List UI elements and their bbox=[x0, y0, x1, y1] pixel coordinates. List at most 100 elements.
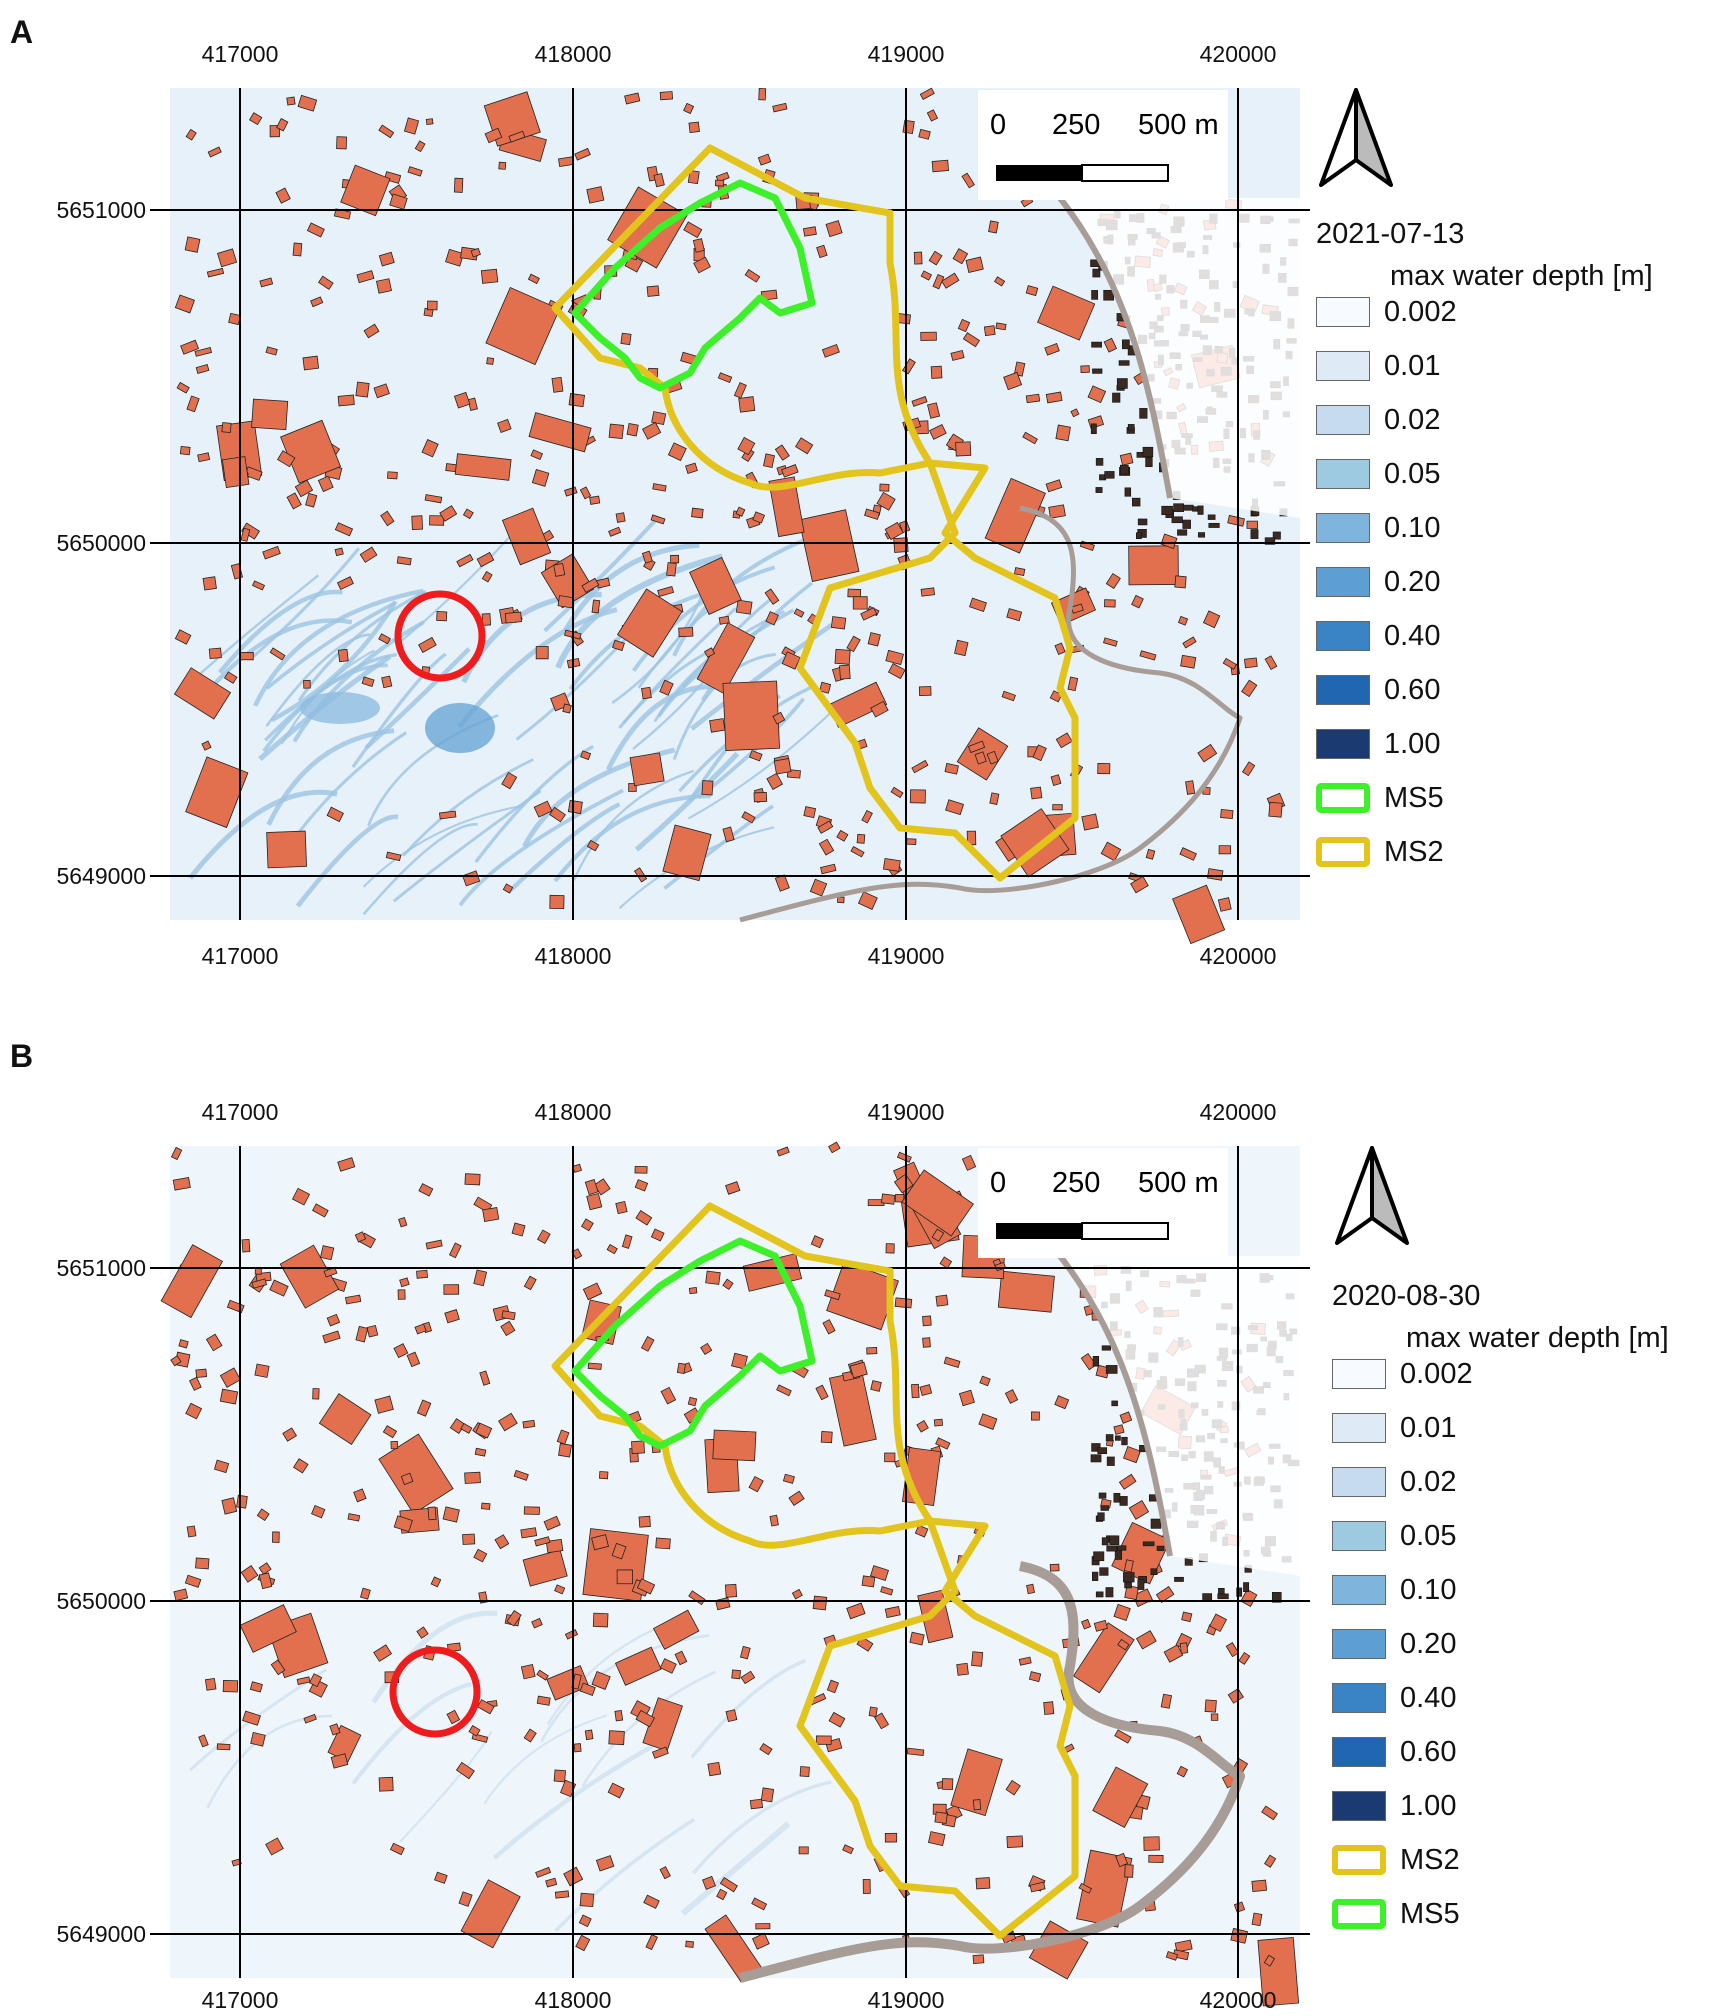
building bbox=[334, 522, 354, 537]
building bbox=[828, 1711, 846, 1728]
building bbox=[360, 1587, 371, 1600]
flow-streak bbox=[295, 814, 399, 908]
building bbox=[275, 187, 291, 204]
highlight-circle bbox=[394, 590, 486, 682]
building bbox=[337, 1157, 356, 1172]
building bbox=[221, 1497, 238, 1515]
building bbox=[425, 118, 434, 125]
legend-label: 0.05 bbox=[1400, 1519, 1457, 1552]
building bbox=[439, 505, 458, 522]
building bbox=[197, 452, 211, 463]
legend-label: 0.02 bbox=[1400, 1465, 1457, 1498]
building-dark bbox=[1106, 1456, 1115, 1466]
building-dark bbox=[1105, 1434, 1114, 1442]
building bbox=[870, 1380, 882, 1392]
building bbox=[1180, 654, 1197, 669]
building-dark bbox=[1174, 1576, 1184, 1582]
legend-class-item: 0.01 bbox=[1332, 1408, 1456, 1448]
building bbox=[523, 1506, 540, 1515]
legend-class-item: 0.60 bbox=[1316, 670, 1440, 710]
building bbox=[1251, 1879, 1267, 1893]
building bbox=[776, 1384, 792, 1397]
flow-streak bbox=[680, 1821, 791, 1916]
building bbox=[650, 1228, 665, 1242]
building bbox=[508, 130, 526, 143]
building bbox=[184, 236, 201, 253]
building bbox=[173, 1588, 189, 1602]
building bbox=[581, 1218, 594, 1232]
legend-swatch bbox=[1316, 351, 1370, 381]
building bbox=[356, 270, 375, 284]
panel-b: B 0 250 500 m 417000 417000 418000 418000 41900… bbox=[0, 1008, 1713, 2008]
building-dark bbox=[1119, 1496, 1128, 1506]
building bbox=[772, 711, 786, 725]
building bbox=[1177, 615, 1189, 626]
building bbox=[839, 664, 851, 680]
legend-swatch bbox=[1316, 513, 1370, 543]
building bbox=[579, 1682, 596, 1696]
building bbox=[1030, 1411, 1040, 1421]
scale-bar-label: 250 bbox=[1052, 109, 1100, 141]
legend-swatch bbox=[1332, 1683, 1386, 1713]
building bbox=[202, 576, 217, 591]
building bbox=[638, 1515, 651, 1528]
building bbox=[705, 1270, 721, 1285]
building bbox=[714, 179, 725, 187]
building bbox=[893, 537, 909, 553]
building bbox=[265, 346, 278, 356]
building bbox=[545, 1538, 564, 1554]
building bbox=[700, 1342, 713, 1355]
building bbox=[781, 464, 799, 478]
building bbox=[643, 1894, 660, 1909]
building bbox=[1005, 1779, 1021, 1796]
building bbox=[689, 556, 742, 615]
building bbox=[323, 1266, 338, 1278]
building bbox=[868, 1706, 878, 1718]
building bbox=[931, 159, 950, 173]
building bbox=[334, 547, 344, 557]
building bbox=[678, 627, 694, 638]
scale-bar-label: 250 bbox=[1052, 1167, 1100, 1199]
building bbox=[683, 221, 703, 239]
building bbox=[294, 479, 314, 498]
building bbox=[862, 1879, 871, 1894]
building bbox=[557, 156, 575, 168]
building bbox=[733, 382, 747, 399]
building bbox=[919, 1384, 933, 1397]
building bbox=[906, 838, 917, 845]
building bbox=[438, 810, 457, 820]
building bbox=[795, 437, 814, 455]
building bbox=[393, 1515, 413, 1533]
building bbox=[933, 1418, 944, 1427]
building bbox=[277, 450, 296, 468]
building bbox=[363, 323, 380, 339]
building bbox=[378, 1776, 394, 1792]
building bbox=[397, 1289, 406, 1300]
building bbox=[769, 1514, 779, 1527]
scale-bar-black bbox=[996, 165, 1082, 181]
x-coord-label-top: 419000 bbox=[868, 1099, 945, 1125]
building bbox=[659, 679, 674, 696]
building bbox=[1179, 1642, 1189, 1654]
legend-unit-label: max water depth [m] bbox=[1390, 260, 1653, 292]
building bbox=[1052, 804, 1063, 811]
scale-bar-label: 500 m bbox=[1138, 109, 1219, 141]
building bbox=[738, 396, 756, 413]
building bbox=[1004, 1389, 1019, 1404]
building bbox=[1055, 424, 1071, 442]
building bbox=[598, 1471, 609, 1480]
building bbox=[830, 616, 847, 630]
y-coord-label: 5650000 bbox=[56, 530, 146, 556]
building bbox=[310, 296, 324, 308]
legend-label: 0.20 bbox=[1400, 1627, 1457, 1660]
legend-class-item: 0.05 bbox=[1316, 454, 1440, 494]
building bbox=[1179, 847, 1197, 861]
highlight-circle bbox=[389, 1646, 481, 1738]
building-dark bbox=[1183, 504, 1194, 511]
building bbox=[498, 1412, 518, 1432]
building bbox=[416, 1626, 429, 1639]
building bbox=[834, 648, 851, 665]
building bbox=[340, 164, 391, 217]
building bbox=[272, 1531, 280, 1543]
building bbox=[864, 508, 880, 520]
